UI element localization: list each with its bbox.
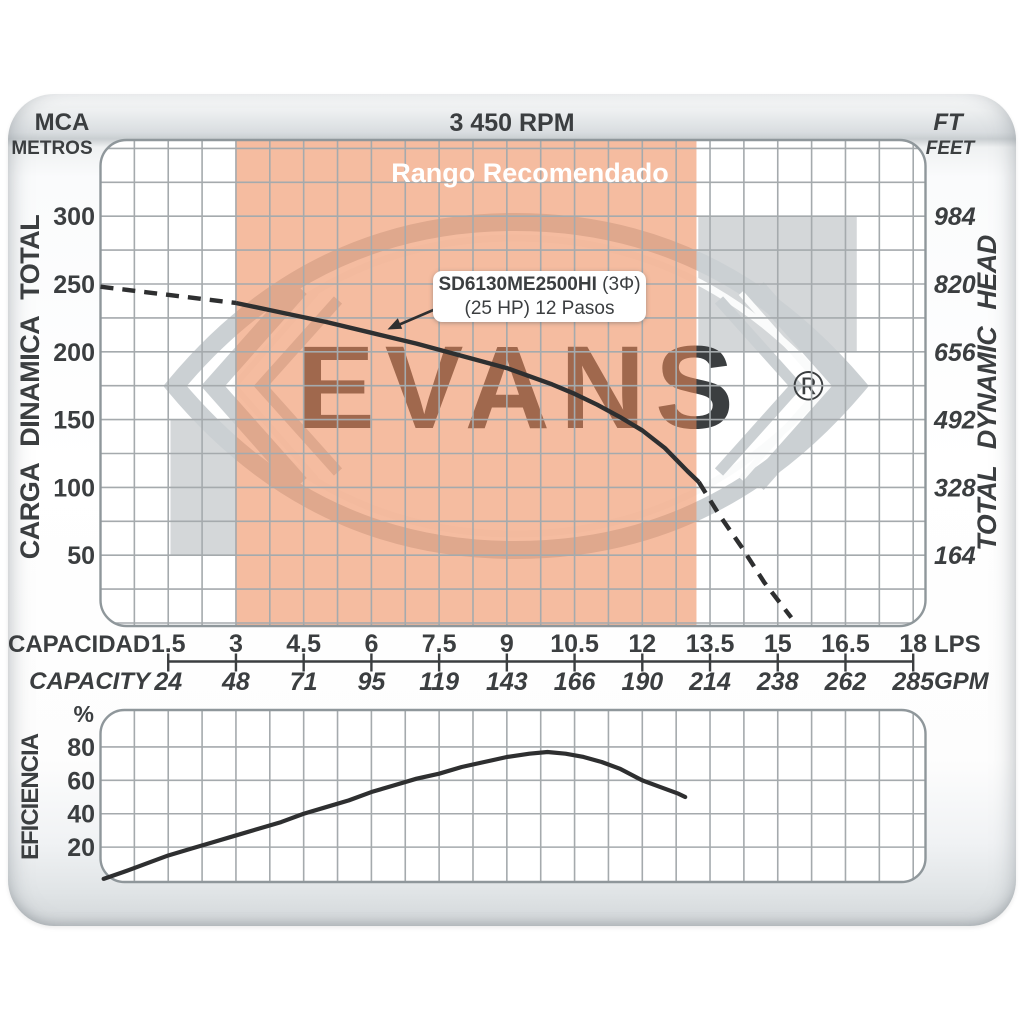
head-tick-metros: 200 [53,339,95,367]
left-unit-secondary-label: METROS [11,138,93,159]
left-axis-title: CARGA DINAMICA TOTAL [15,214,45,560]
efficiency-plot-bg [100,710,926,882]
capacity-tick-gpm: 71 [290,668,318,696]
curve-callout-model: SD6130ME2500HI [438,273,597,295]
efficiency-tick: 20 [67,834,95,862]
head-tick-metros: 250 [53,271,95,299]
capacity-tick-gpm: 262 [824,668,867,696]
efficiency-tick: 40 [67,801,95,829]
capacity-tick-gpm: 285 [891,668,935,696]
head-curve-solid [235,300,701,484]
capacity-tick-lps: 7.5 [422,630,457,658]
capacity-tick-lps: 6 [364,630,378,658]
capacity-tick-lps: 3 [229,630,243,658]
recommended-range-band [235,140,697,626]
efficiency-unit-label: % [73,701,94,727]
capacity-tick-gpm: 24 [153,668,182,696]
efficiency-plot-border [99,708,927,884]
head-tick-feet: 164 [934,542,976,570]
capacity-label-en: CAPACITY [29,668,150,695]
head-curve-dashed-right [696,480,794,619]
curve-callout: SD6130ME2500HI (3Φ) (25 HP) 12 Pasos [433,271,646,322]
gpm-unit-label: GPM [934,668,989,695]
capacity-tick-gpm: 48 [221,668,250,696]
efficiency-tick: 80 [67,734,95,762]
head-tick-metros: 300 [53,203,95,231]
capacity-tick-gpm: 166 [554,668,597,696]
efficiency-axis-labels: 80 60 40 20 [67,734,95,862]
capacity-tick-gpm: 190 [621,668,663,696]
head-tick-metros: 50 [67,542,95,570]
capacity-tick-gpm: 119 [419,668,459,696]
capacity-tick-gpm: 214 [688,668,731,696]
curve-callout-phase: (3Φ) [596,273,641,295]
head-tick-metros: 150 [53,407,95,435]
capacity-label-es: CAPACIDAD [8,631,151,658]
capacity-axis: 1.5 24 3 48 4.5 71 6 95 7.5 119 9 143 10.5 166 12 190 13… [151,630,935,696]
head-tick-feet: 328 [934,474,976,502]
head-tick-feet: 820 [934,271,976,299]
right-axis-title: TOTAL DYNAMIC HEAD [972,235,1002,551]
capacity-tick-lps: 9 [500,630,514,658]
curve-callout-line1: SD6130ME2500HI (3Φ) [433,273,646,297]
right-unit-secondary-label: FEET [925,138,975,159]
capacity-tick-lps: 10.5 [550,630,599,658]
head-tick-feet: 656 [934,339,977,367]
efficiency-curve [101,749,688,881]
capacity-tick-lps: 1.5 [151,630,186,658]
capacity-tick-lps: 16.5 [821,630,870,658]
head-curve-dashed-left [100,284,237,306]
main-grid [100,140,926,626]
right-unit-primary-label: FT [933,109,963,136]
capacity-tick-lps: 15 [764,630,792,658]
capacity-tick-lps: 4.5 [286,630,321,658]
capacity-tick-gpm: 238 [756,668,799,696]
main-plot-border [99,138,927,628]
efficiency-grid [100,710,926,882]
rpm-title: 3 450 RPM [449,109,575,137]
efficiency-tick: 60 [67,767,95,795]
capacity-tick-gpm: 143 [486,668,528,696]
capacity-tick-lps: 13.5 [686,630,735,658]
head-tick-feet: 984 [934,203,976,231]
lps-unit-label: LPS [934,631,981,658]
curve-callout-line2: (25 HP) 12 Pasos [464,297,615,319]
recommended-range-label: Rango Recomendado [391,158,669,188]
head-axis-labels: 300 984 250 820 200 656 150 492 100 328 50 164 [53,203,977,570]
left-unit-primary-label: MCA [34,109,90,136]
head-tick-feet: 492 [933,407,976,435]
efficiency-plot-area [100,710,926,882]
head-curve [100,284,794,619]
head-tick-metros: 100 [53,474,95,502]
efficiency-axis-title: EFICIENCIA [17,734,44,861]
capacity-tick-lps: 18 [899,630,927,658]
capacity-tick-gpm: 95 [357,668,386,696]
capacity-tick-lps: 12 [628,630,656,658]
main-plot-area: EVANS® [100,140,926,626]
